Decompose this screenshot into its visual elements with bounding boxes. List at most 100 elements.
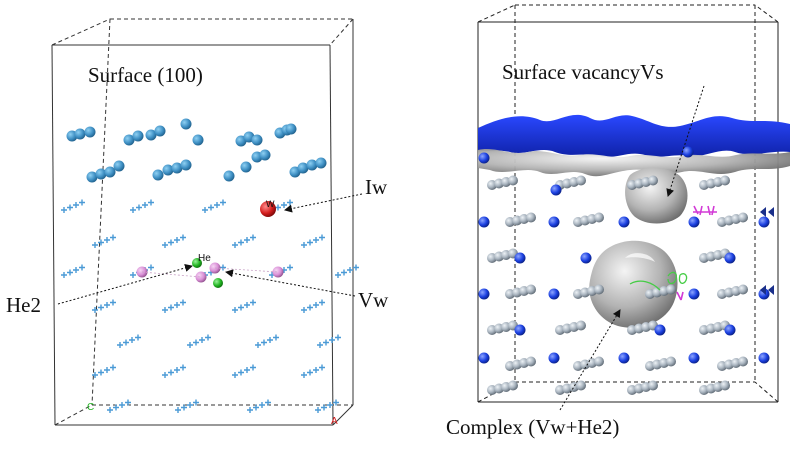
lattice-cross — [175, 407, 181, 413]
lattice-cross — [253, 404, 259, 411]
lattice-cross — [238, 369, 244, 376]
arrow-surface-vacancy — [666, 85, 705, 197]
lattice-triangle-marker — [760, 285, 766, 295]
w-gray-atom — [738, 284, 748, 295]
w-blue-atom — [688, 352, 700, 364]
lattice-cross — [321, 404, 327, 411]
right-panel: Surface vacancyVs Complex (Vw+He2) — [446, 4, 790, 439]
lattice-cross — [193, 399, 199, 406]
w-blue-atom — [478, 216, 490, 228]
he-bond-markers — [676, 205, 717, 301]
w-gray-atom — [720, 175, 730, 186]
lattice-cross — [98, 239, 104, 246]
w-blue-atom — [548, 216, 560, 228]
vacancy-marker-3 — [195, 271, 207, 283]
lattice-cross — [107, 407, 113, 413]
lattice-cross — [335, 334, 341, 341]
lattice-cross — [313, 302, 319, 308]
w-gray-atom — [648, 380, 658, 391]
lattice-cross — [148, 264, 154, 271]
interstitial-w-atom — [260, 201, 276, 217]
w-blue-atom — [724, 252, 736, 264]
lattice-cross — [301, 242, 307, 248]
bond-angle-marker — [629, 271, 688, 291]
lattice-cross — [319, 364, 325, 371]
lattice-cross — [73, 202, 79, 208]
lattice-cross — [214, 202, 220, 208]
w-gray-atom — [594, 356, 604, 367]
lattice-cross — [119, 402, 125, 408]
w-atom — [259, 149, 271, 161]
lattice-cross — [315, 407, 321, 413]
lattice-cross — [205, 334, 211, 341]
lattice-cross — [168, 304, 174, 311]
w-gray-atom — [738, 356, 748, 367]
w-atom — [180, 118, 192, 130]
lattice-cross — [123, 339, 129, 346]
lattice-cross — [335, 272, 341, 278]
w-blue-atom — [618, 352, 630, 364]
w-bulk-lattice-crosses — [61, 199, 359, 413]
lattice-cross — [281, 202, 287, 208]
lattice-cross — [250, 299, 256, 306]
lattice-cross — [208, 204, 214, 211]
w-atom — [152, 169, 164, 181]
lattice-cross — [104, 367, 110, 373]
w-gray-atom — [720, 380, 730, 391]
axis-tag-c: C — [87, 402, 94, 413]
left-panel-title: Surface (100) — [88, 63, 203, 87]
w-atom — [240, 161, 252, 173]
lattice-cross — [220, 264, 226, 271]
w-blue-atom — [550, 184, 562, 196]
w-blue-atom — [478, 352, 490, 364]
helium-atom-1 — [192, 258, 202, 268]
lattice-cross — [79, 264, 85, 271]
w-gray-atom — [738, 212, 748, 223]
lattice-cross — [323, 339, 329, 346]
lattice-cross — [307, 304, 313, 311]
w-atom — [86, 171, 98, 183]
lattice-cross — [313, 237, 319, 243]
lattice-cross — [273, 334, 279, 341]
lattice-cross — [168, 369, 174, 376]
lattice-cross — [125, 399, 131, 406]
w-gray-atom — [526, 356, 536, 367]
complex-isosurface — [589, 240, 678, 328]
w-gray-atom — [526, 212, 536, 223]
left-panel: W He C A Surface (100) Iw He2 Vw — [6, 18, 389, 427]
lattice-cross — [341, 269, 347, 276]
lattice-cross — [187, 342, 193, 348]
lattice-cross — [250, 234, 256, 241]
w-blue-atom — [758, 352, 770, 364]
lattice-cross — [319, 234, 325, 241]
w-lattice-atoms — [478, 146, 774, 395]
simulation-box-left — [51, 18, 354, 426]
lattice-cross — [113, 404, 119, 411]
w-gray-atom — [648, 175, 658, 186]
w-atom — [315, 157, 327, 169]
w-atom — [251, 134, 263, 146]
w-blue-atom — [580, 252, 592, 264]
lattice-cross — [104, 302, 110, 308]
lattice-cross — [261, 339, 267, 346]
w-gray-atom — [526, 284, 536, 295]
arrow-he2 — [57, 264, 193, 305]
lattice-cross — [110, 299, 116, 306]
w-gray-atom — [576, 175, 586, 186]
lattice-triangle-marker — [768, 285, 774, 295]
lattice-cross — [174, 302, 180, 308]
w-blue-atom — [758, 288, 770, 300]
arrow-iw — [284, 193, 363, 213]
lattice-cross — [92, 307, 98, 313]
w-gray-atom — [666, 356, 676, 367]
arrow-vw — [225, 269, 356, 297]
lattice-cross — [130, 272, 136, 278]
lattice-cross — [67, 269, 73, 276]
lattice-cross — [353, 264, 359, 271]
label-iw: Iw — [365, 175, 388, 199]
lattice-cross — [110, 364, 116, 371]
simulation-box-right — [477, 4, 779, 403]
w-blue-atom — [514, 252, 526, 264]
w-atom — [306, 159, 318, 171]
